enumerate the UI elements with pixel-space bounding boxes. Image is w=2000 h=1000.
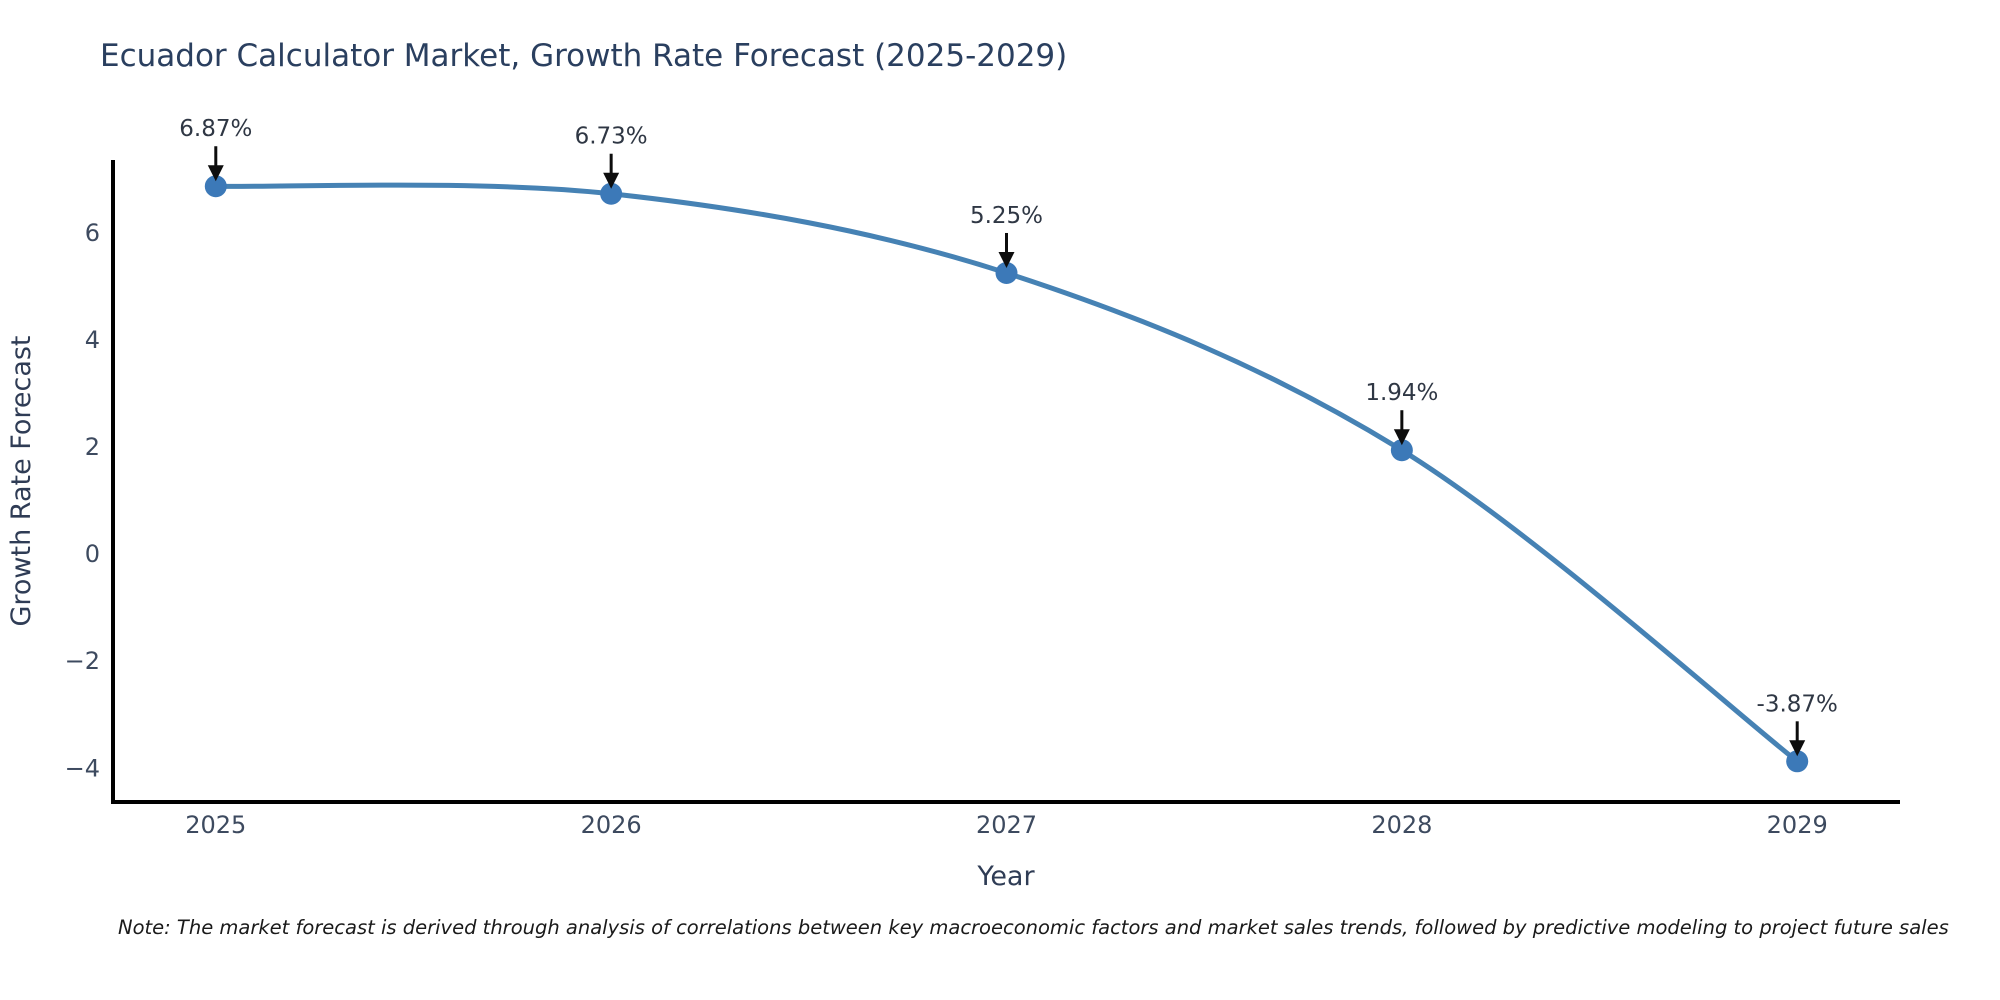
x-tick-label: 2026: [581, 811, 642, 839]
annotation-arrow-head: [207, 165, 224, 182]
annotations: 6.87% 6.73% 5.25% 1.94% -3.87%: [179, 116, 1838, 757]
annotation-value-label: 5.25%: [970, 203, 1043, 229]
data-point: [995, 261, 1018, 284]
annotation-value-label: 6.73%: [575, 124, 648, 150]
footnote: Note: The market forecast is derived thr…: [118, 916, 1949, 939]
annotation-arrow-head: [998, 251, 1015, 268]
y-tick-label: 4: [85, 326, 100, 354]
chart-title: Ecuador Calculator Market, Growth Rate F…: [100, 38, 1067, 74]
axes: −4 −2 0 2 4 6 2025 2026 2027 2028 2029: [65, 160, 1900, 839]
y-tick-label: 0: [85, 540, 100, 568]
annotation-value-label: 1.94%: [1365, 380, 1438, 406]
point-annotation: 5.25%: [970, 203, 1043, 268]
x-axis-label: Year: [976, 861, 1035, 892]
x-tick-label: 2025: [185, 811, 246, 839]
point-annotation: 6.73%: [575, 124, 648, 189]
x-tick-label: 2027: [976, 811, 1037, 839]
x-tick-label: 2029: [1767, 811, 1828, 839]
y-axis-label: Growth Rate Forecast: [6, 335, 37, 626]
point-annotation: 6.87%: [179, 116, 252, 182]
annotation-value-label: -3.87%: [1757, 691, 1838, 717]
point-annotation: -3.87%: [1757, 691, 1838, 757]
annotation-arrow-head: [1789, 740, 1806, 757]
y-tick-label: −4: [65, 754, 100, 782]
data-point: [1390, 439, 1413, 462]
data-point: [600, 182, 623, 205]
y-tick-label: 6: [85, 219, 100, 247]
data-point: [204, 175, 227, 198]
annotation-value-label: 6.87%: [179, 116, 252, 142]
line-series: [204, 175, 1809, 773]
data-point: [1786, 750, 1809, 773]
x-tick-label: 2028: [1371, 811, 1432, 839]
point-annotation: 1.94%: [1365, 380, 1438, 446]
y-tick-label: −2: [65, 647, 100, 675]
annotation-arrow-head: [1393, 429, 1410, 446]
annotation-arrow-head: [603, 172, 620, 189]
y-tick-label: 2: [85, 433, 100, 461]
